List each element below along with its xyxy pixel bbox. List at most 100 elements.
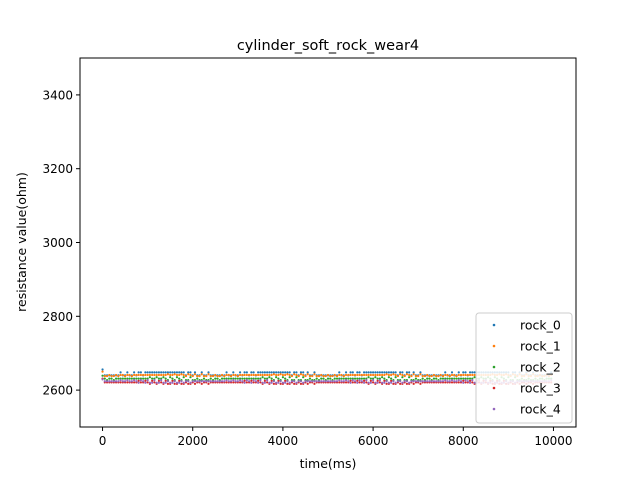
data-point [338, 373, 341, 377]
data-point [245, 373, 248, 377]
data-point [376, 377, 379, 380]
x-axis-label: time(ms) [300, 456, 357, 471]
data-point [162, 373, 165, 377]
data-point [110, 374, 113, 378]
data-point [385, 382, 388, 385]
data-point [101, 374, 104, 377]
data-point [229, 374, 233, 378]
data-point [390, 377, 393, 380]
data-point [135, 377, 138, 380]
data-point [137, 371, 140, 374]
data-point [347, 373, 350, 377]
data-point [169, 373, 172, 377]
data-point [211, 380, 215, 383]
data-point [214, 377, 217, 380]
data-point [275, 371, 278, 374]
data-point [450, 373, 454, 377]
data-point [405, 373, 409, 376]
data-point [187, 382, 190, 385]
data-point [308, 374, 312, 378]
data-point [133, 373, 136, 377]
data-point [344, 379, 348, 382]
data-point [200, 380, 203, 383]
data-point [178, 379, 181, 382]
data-point [432, 373, 436, 377]
data-point [468, 373, 472, 377]
data-point [155, 373, 158, 377]
data-point [175, 376, 179, 379]
y-axis-ticks: 2600 2800 3000 3200 3400 [42, 88, 80, 398]
data-point [263, 377, 266, 380]
data-point [378, 379, 381, 382]
data-point [126, 379, 129, 382]
data-point [459, 373, 463, 377]
data-point [164, 371, 167, 374]
data-point [211, 374, 215, 378]
data-point [101, 370, 104, 373]
data-point [139, 379, 142, 382]
data-point [464, 373, 467, 377]
data-point [371, 379, 375, 382]
data-point [286, 380, 289, 383]
data-point [281, 371, 285, 374]
data-point [148, 371, 151, 374]
data-point [216, 377, 219, 380]
data-point [137, 377, 140, 380]
data-point [119, 381, 122, 384]
data-point [187, 380, 190, 383]
data-point [385, 380, 388, 383]
data-point [164, 377, 167, 380]
data-point [252, 379, 255, 382]
data-point [340, 377, 343, 380]
data-point [394, 376, 397, 379]
data-point [155, 376, 158, 379]
data-point [351, 381, 354, 384]
data-point [277, 371, 280, 374]
data-point [405, 382, 409, 385]
data-point [173, 380, 176, 383]
data-point [367, 376, 370, 379]
data-point [464, 379, 467, 382]
data-point [164, 379, 167, 382]
data-point [464, 381, 467, 384]
data-point [396, 374, 399, 378]
y-tick-label: 2600 [42, 384, 73, 398]
data-point [315, 380, 318, 383]
data-point [466, 380, 469, 383]
data-point [223, 377, 226, 380]
data-point [367, 371, 370, 374]
data-point [225, 371, 228, 374]
data-point [446, 380, 449, 383]
data-point [329, 380, 332, 383]
data-point [448, 374, 451, 378]
data-point [270, 379, 273, 382]
data-point [419, 380, 422, 383]
data-point [340, 380, 343, 383]
data-point [171, 381, 174, 384]
data-point [387, 376, 390, 379]
data-point [360, 373, 363, 377]
data-point [216, 380, 219, 383]
data-point [284, 371, 287, 374]
data-point [320, 373, 323, 377]
data-point [299, 373, 303, 376]
data-point [266, 381, 269, 384]
data-point [356, 377, 359, 380]
data-point [412, 382, 415, 385]
data-point [151, 373, 154, 377]
data-point [146, 373, 149, 377]
data-point [468, 377, 472, 380]
data-point [103, 374, 106, 378]
data-point [421, 374, 424, 378]
data-point [381, 373, 384, 377]
data-point [412, 380, 415, 383]
data-point [473, 373, 476, 377]
data-point [112, 374, 115, 378]
data-point [439, 380, 442, 383]
data-point [471, 373, 474, 377]
data-point [108, 373, 111, 377]
data-point [259, 373, 262, 377]
data-point [437, 380, 440, 383]
data-point [441, 377, 445, 380]
data-point [349, 381, 352, 384]
